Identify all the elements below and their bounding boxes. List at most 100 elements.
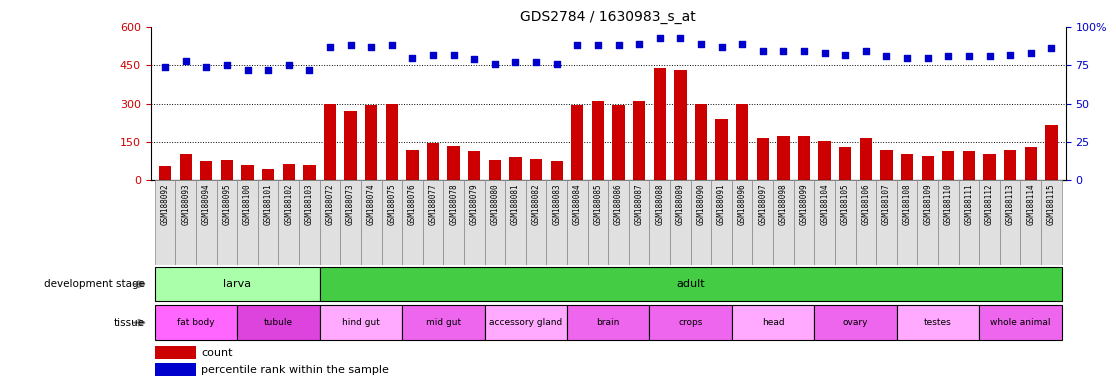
Text: mid gut: mid gut (426, 318, 461, 327)
Text: development stage: development stage (44, 279, 145, 289)
Bar (319, 267, 1061, 301)
Point (548, 61, 566, 67)
Point (507, 59, 525, 65)
Bar (443, 180, 464, 265)
Text: GSM188097: GSM188097 (758, 183, 768, 225)
Bar (897, 305, 979, 340)
Point (218, 62, 235, 68)
Bar (881, 150, 893, 180)
Point (383, 42, 401, 48)
Bar (732, 305, 815, 340)
Text: GSM188072: GSM188072 (326, 183, 335, 225)
Bar (258, 180, 279, 265)
Text: GSM188090: GSM188090 (696, 183, 705, 225)
Text: GSM188115: GSM188115 (1047, 183, 1056, 225)
Bar (917, 180, 937, 265)
Bar (608, 180, 628, 265)
Point (527, 59, 545, 65)
Bar (695, 104, 708, 180)
Point (940, 53, 958, 59)
Point (568, 42, 586, 48)
Bar (835, 180, 856, 265)
Bar (365, 105, 377, 180)
Text: GSM188084: GSM188084 (573, 183, 581, 225)
Point (672, 35, 690, 41)
Bar (654, 68, 666, 180)
Bar (628, 180, 650, 265)
Bar (180, 154, 192, 180)
Bar (901, 154, 913, 180)
Text: brain: brain (597, 318, 619, 327)
Text: GSM188078: GSM188078 (449, 183, 459, 225)
Bar (489, 160, 501, 180)
Bar (979, 305, 1061, 340)
Point (981, 53, 999, 59)
Bar (1041, 180, 1061, 265)
Bar (732, 180, 752, 265)
Point (341, 42, 359, 48)
Bar (983, 154, 995, 180)
Bar (547, 180, 567, 265)
Bar (279, 180, 299, 265)
Point (156, 64, 174, 70)
Text: testes: testes (924, 318, 952, 327)
Bar (484, 305, 567, 340)
Text: GSM188074: GSM188074 (367, 183, 376, 225)
Text: count: count (201, 348, 232, 358)
Point (918, 55, 936, 61)
Bar (155, 363, 196, 376)
Bar (1046, 126, 1058, 180)
Bar (670, 180, 691, 265)
Bar (238, 305, 319, 340)
Point (363, 44, 381, 50)
Point (280, 62, 298, 68)
Point (424, 51, 442, 58)
Point (198, 64, 215, 70)
Text: GSM188098: GSM188098 (779, 183, 788, 225)
Bar (304, 165, 316, 180)
Text: GSM188113: GSM188113 (1006, 183, 1014, 225)
Point (465, 56, 483, 62)
Bar (506, 180, 526, 265)
Bar (1024, 147, 1037, 180)
Bar (859, 138, 872, 180)
Bar (221, 160, 233, 180)
Bar (793, 180, 815, 265)
Bar (158, 166, 171, 180)
Point (259, 67, 277, 73)
Bar (937, 180, 959, 265)
Bar (942, 151, 954, 180)
Title: GDS2784 / 1630983_s_at: GDS2784 / 1630983_s_at (520, 10, 696, 25)
Bar (155, 180, 175, 265)
Text: GSM188106: GSM188106 (862, 183, 870, 225)
Bar (423, 180, 443, 265)
Text: GSM188085: GSM188085 (594, 183, 603, 225)
Bar (386, 104, 398, 180)
Bar (567, 305, 650, 340)
Point (651, 35, 668, 41)
Point (733, 41, 751, 47)
Bar (238, 180, 258, 265)
Text: GSM188104: GSM188104 (820, 183, 829, 225)
Text: GSM188105: GSM188105 (840, 183, 849, 225)
Text: GSM188083: GSM188083 (552, 183, 561, 225)
Text: fat body: fat body (177, 318, 214, 327)
Bar (468, 151, 480, 180)
Point (321, 44, 339, 50)
Point (485, 61, 503, 67)
Bar (299, 180, 319, 265)
Text: GSM188089: GSM188089 (676, 183, 685, 225)
Bar (571, 105, 584, 180)
Text: GSM188079: GSM188079 (470, 183, 479, 225)
Point (754, 48, 772, 55)
Bar (282, 164, 295, 180)
Bar (1004, 150, 1017, 180)
Bar (448, 146, 460, 180)
Bar (402, 180, 423, 265)
Text: GSM188109: GSM188109 (923, 183, 932, 225)
Text: hind gut: hind gut (341, 318, 379, 327)
Bar (509, 157, 521, 180)
Point (1042, 45, 1060, 51)
Bar (319, 180, 340, 265)
Text: GSM188103: GSM188103 (305, 183, 314, 225)
